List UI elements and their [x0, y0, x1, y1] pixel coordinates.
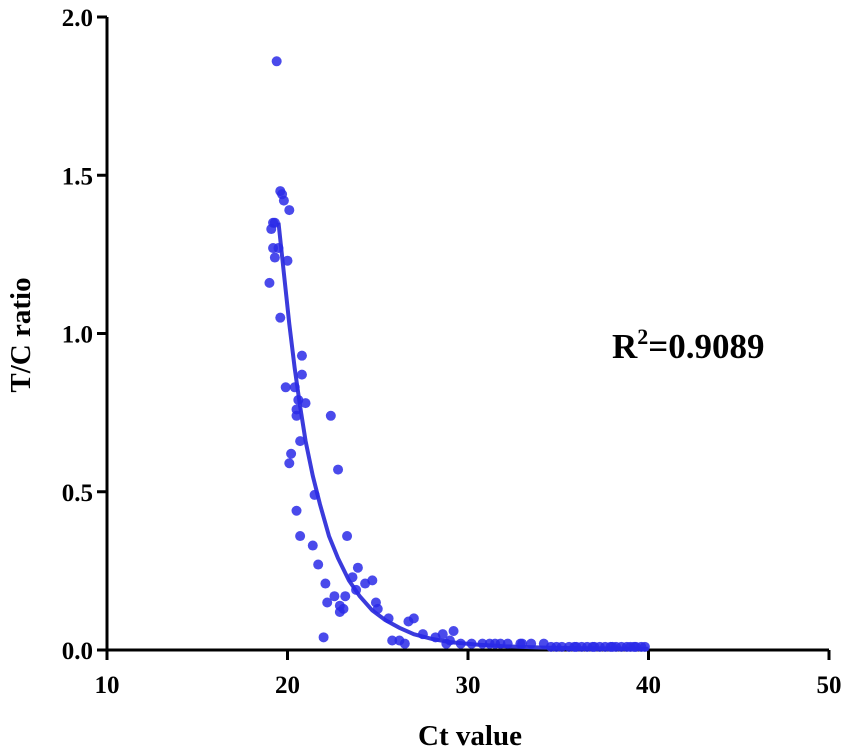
r-squared-superscript: 2: [637, 324, 648, 349]
x-tick-label: 30: [456, 672, 481, 699]
data-point: [275, 312, 286, 323]
data-point: [372, 603, 383, 614]
data-point: [295, 436, 306, 447]
data-point: [334, 607, 345, 618]
data-point: [322, 597, 333, 608]
data-point: [320, 578, 331, 589]
y-tick-label: 1.0: [62, 322, 93, 349]
data-point: [313, 559, 324, 570]
data-point: [352, 562, 363, 573]
y-tick-label: 0.0: [62, 638, 93, 665]
data-point: [264, 277, 275, 288]
data-point: [490, 638, 501, 649]
y-axis-label: T/C ratio: [5, 277, 37, 392]
fit-curve: [276, 222, 649, 651]
r-squared-base: R: [612, 327, 638, 366]
data-point: [569, 641, 580, 652]
r-squared-annotation: R2=0.9089: [612, 324, 764, 366]
data-point: [318, 632, 329, 643]
data-point: [639, 641, 650, 652]
data-point: [300, 398, 311, 409]
data-point: [325, 410, 336, 421]
data-point: [466, 638, 477, 649]
data-point: [296, 369, 307, 380]
data-point: [333, 464, 344, 475]
data-point: [284, 458, 295, 469]
data-point: [408, 613, 419, 624]
data-point: [387, 635, 398, 646]
data-point: [367, 575, 378, 586]
data-point: [607, 641, 618, 652]
data-points: [264, 56, 650, 652]
x-tick-label: 20: [275, 672, 300, 699]
data-point: [269, 252, 280, 263]
data-point: [286, 448, 297, 459]
data-point: [347, 572, 358, 583]
data-point: [517, 638, 528, 649]
y-tick-label: 0.5: [62, 480, 93, 507]
x-ticks: 10 20 30 40 50: [95, 650, 842, 699]
data-point: [329, 591, 340, 602]
data-point: [342, 531, 353, 542]
data-point: [278, 195, 289, 206]
data-point: [289, 382, 300, 393]
data-point: [448, 626, 459, 637]
data-point: [280, 382, 291, 393]
data-point: [587, 641, 598, 652]
data-point: [383, 613, 394, 624]
r-squared-value: =0.9089: [648, 327, 764, 366]
data-point: [266, 224, 277, 235]
data-point: [291, 410, 302, 421]
y-tick-label: 2.0: [62, 5, 93, 32]
x-tick-label: 50: [817, 672, 842, 699]
data-point: [291, 505, 302, 516]
data-point: [437, 629, 448, 640]
data-point: [399, 638, 410, 649]
x-tick-label: 40: [636, 672, 661, 699]
data-point: [307, 540, 318, 551]
data-point: [526, 638, 537, 649]
data-point: [296, 350, 307, 361]
data-point: [309, 489, 320, 500]
data-point: [502, 638, 513, 649]
data-point: [629, 641, 640, 652]
data-point: [282, 255, 293, 266]
data-point: [295, 531, 306, 542]
data-point: [273, 243, 284, 254]
y-ticks: 0.0 0.5 1.0 1.5 2.0: [62, 5, 107, 665]
data-point: [340, 591, 351, 602]
data-point: [455, 638, 466, 649]
data-point: [477, 638, 488, 649]
y-tick-label: 1.5: [62, 163, 93, 190]
data-point: [551, 641, 562, 652]
x-axis-label: Ct value: [418, 720, 522, 752]
data-point: [271, 56, 282, 67]
data-point: [417, 629, 428, 640]
data-point: [284, 205, 295, 216]
x-tick-label: 10: [95, 672, 120, 699]
data-point: [351, 584, 362, 595]
data-point: [441, 638, 452, 649]
